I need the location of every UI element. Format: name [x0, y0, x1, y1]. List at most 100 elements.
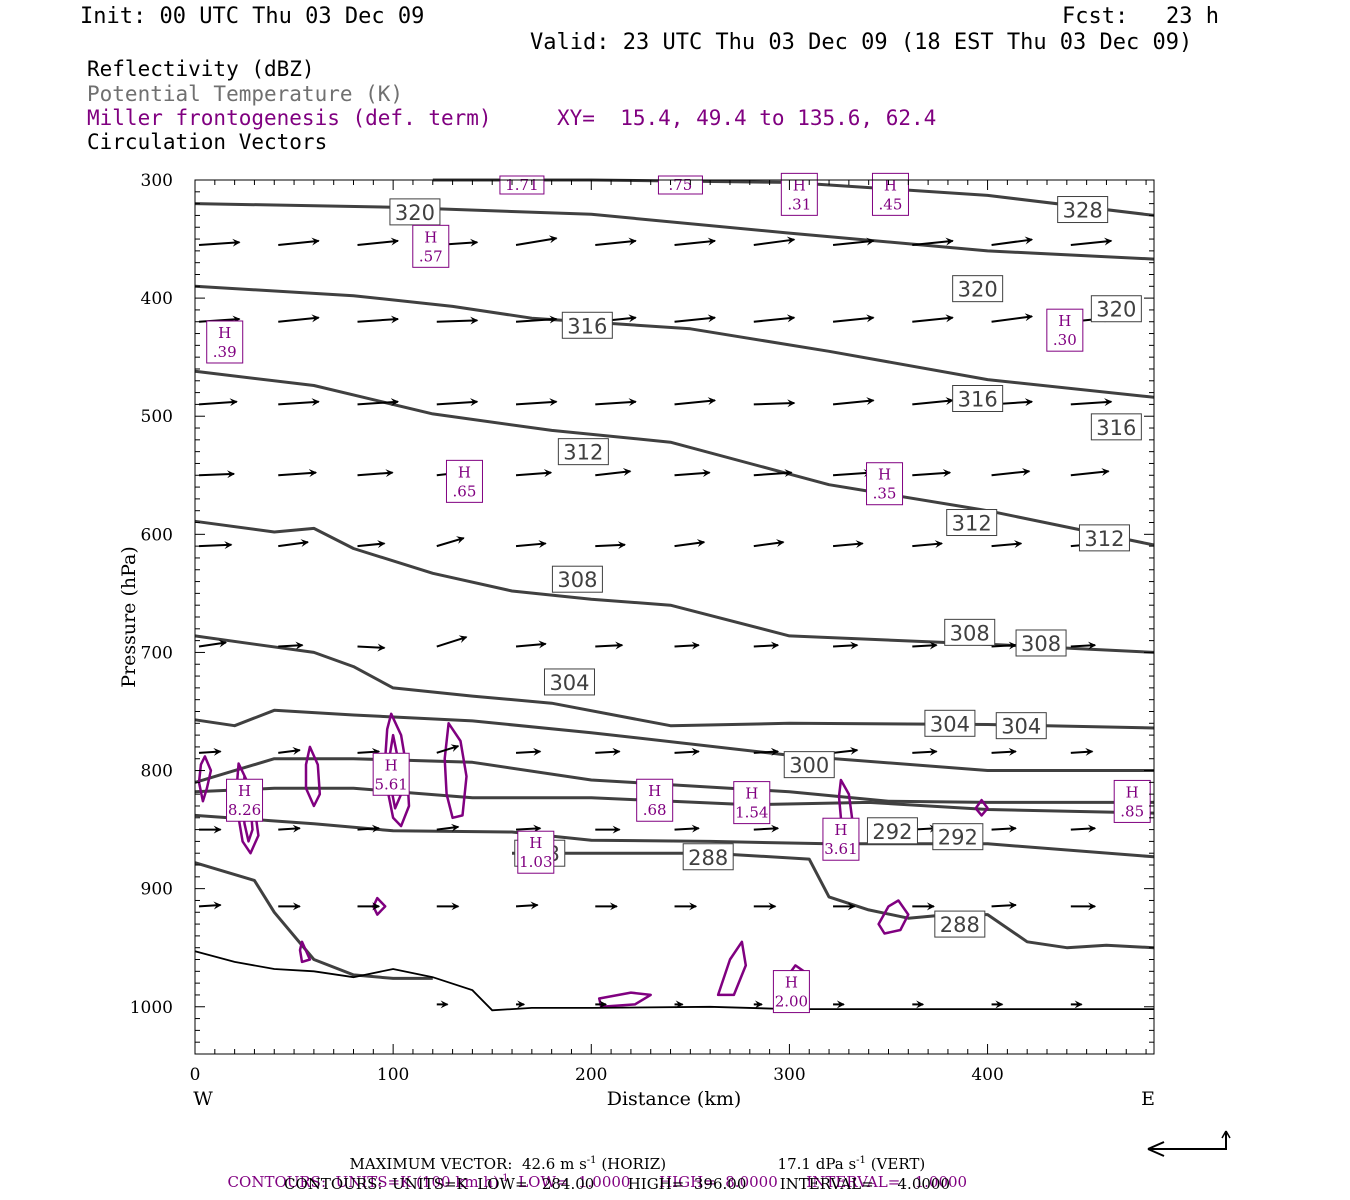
fronto-max-value: .39	[213, 343, 237, 361]
fronto-max-letter: H	[785, 974, 798, 992]
fronto-max-box	[206, 320, 244, 364]
theta-label: 320	[1090, 295, 1142, 323]
circulation-vector	[436, 744, 460, 754]
circulation-vector	[515, 540, 547, 549]
theta-label-box	[924, 709, 976, 737]
circulation-vector	[674, 397, 717, 406]
footer-theta-contours: CONTOURS: UNITS=K LOW= 284.00 HIGH= 396.…	[284, 1175, 950, 1193]
theta-label-text: 312	[1084, 527, 1124, 551]
theta-label-text: 308	[950, 621, 990, 645]
fronto-max-letter: H	[385, 756, 398, 774]
fronto-max-letter: H	[218, 324, 231, 342]
fronto-max-letter: H	[878, 466, 891, 484]
circulation-vector	[753, 236, 796, 246]
circulation-vector	[1070, 747, 1094, 756]
fronto-max-letter: H	[1126, 783, 1139, 801]
theta-contour	[194, 708, 1154, 772]
circulation-vector	[832, 469, 872, 478]
fronto-max-value: .68	[643, 801, 667, 819]
circulation-vector	[595, 541, 626, 550]
fronto-max-value: .65	[453, 482, 477, 500]
fronto-max-label: H.85	[1113, 779, 1151, 823]
fronto-max-value: 8.26	[228, 801, 261, 819]
theta-label: 300	[783, 751, 835, 779]
theta-label: 312	[1078, 524, 1130, 552]
frontogenesis-contour	[197, 755, 213, 803]
circulation-vector	[674, 824, 700, 833]
fronto-max-label: H2.00	[772, 970, 810, 1014]
circulation-vector	[278, 539, 309, 548]
y-tick-label: 300	[141, 171, 173, 191]
theta-label: 320	[952, 275, 1004, 303]
theta-label-box	[1057, 196, 1109, 224]
theta-label-box	[783, 751, 835, 779]
circulation-vector	[912, 314, 954, 323]
theta-label: 328	[1057, 196, 1109, 224]
circulation-vector	[198, 315, 241, 324]
max-vector-label: MAXIMUM VECTOR:	[349, 1155, 513, 1173]
circulation-vector	[198, 639, 227, 648]
circulation-vector	[515, 901, 539, 910]
circulation-vector	[278, 641, 304, 650]
circulation-vector	[198, 398, 238, 407]
circulation-vector	[753, 539, 785, 548]
fronto-max-value: 1.54	[735, 804, 768, 822]
circulation-vector	[278, 747, 301, 755]
axis-ticks: 0 100 200 300 400 300 400 500 600 700 800 900 1000	[130, 171, 1154, 1085]
forecast-hour: 23 h	[1166, 4, 1219, 29]
theta-label-text: 320	[1096, 298, 1136, 322]
fronto-max-letter: H	[648, 782, 661, 800]
fronto-max-box	[822, 817, 860, 861]
theta-label-box	[389, 198, 441, 226]
fronto-max-box	[866, 462, 904, 506]
circulation-vector	[991, 901, 1017, 910]
theta-label: 316	[1090, 413, 1142, 441]
theta-label-text: 320	[958, 278, 998, 302]
fronto-max-letter: H	[745, 785, 758, 803]
fronto-max-value: .45	[879, 195, 903, 213]
circulation-vector	[515, 824, 542, 833]
frontogenesis-contour	[443, 722, 468, 820]
theta-label: 312	[557, 438, 609, 466]
x-tick-label: 300	[773, 1065, 805, 1085]
circulation-vector	[674, 469, 711, 478]
theta-label-box	[561, 311, 613, 339]
circulation-vector	[753, 824, 780, 833]
circulation-vector	[753, 747, 780, 756]
y-tick-label: 600	[141, 525, 173, 545]
circulation-vector	[991, 236, 1034, 246]
theta-label-box	[1090, 295, 1142, 323]
y-tick-label: 700	[141, 643, 173, 663]
theta-label-text: 300	[789, 754, 829, 778]
theta-label-text: 316	[958, 388, 998, 412]
max-horiz-value: 42.6 m s	[521, 1155, 587, 1173]
forecast-label: Fcst:	[1062, 4, 1129, 29]
fronto-max-letter: H	[884, 176, 897, 194]
x-tick-label: 100	[377, 1065, 409, 1085]
theta-label-text: 304	[930, 712, 970, 736]
circulation-vector	[1070, 398, 1113, 407]
theta-label-text: 320	[395, 201, 435, 225]
circulation-vector	[912, 641, 938, 650]
max-vert-value: 17.1 dPa s	[777, 1155, 857, 1173]
theta-contours	[194, 178, 1155, 980]
fronto-max-letter: H	[834, 821, 847, 839]
theta-label-text: 304	[549, 671, 589, 695]
theta-label-box	[934, 910, 986, 938]
frontogenesis-contour	[877, 899, 910, 935]
frontogenesis-contour	[298, 940, 312, 964]
theta-labels: 320 328 320 320 316 316 316 312 312 312 308 308 308 3…	[389, 196, 1142, 938]
fronto-contours-exponent: -1	[498, 1173, 509, 1184]
theta-label-text: 312	[563, 441, 603, 465]
max-horiz-tag: (HORIZ)	[601, 1155, 667, 1173]
fronto-max-box	[772, 970, 810, 1014]
circulation-vector	[515, 315, 558, 324]
theta-label: 292	[932, 823, 984, 851]
fronto-max-label: H1.03	[517, 830, 555, 874]
fronto-max-box	[517, 830, 555, 874]
theta-label-text: 316	[1096, 416, 1136, 440]
circulation-vector	[912, 747, 938, 756]
footer-max-vector: MAXIMUM VECTOR: 42.6 m s-1 (HORIZ)	[340, 1141, 667, 1173]
circulation-vector	[198, 541, 233, 550]
